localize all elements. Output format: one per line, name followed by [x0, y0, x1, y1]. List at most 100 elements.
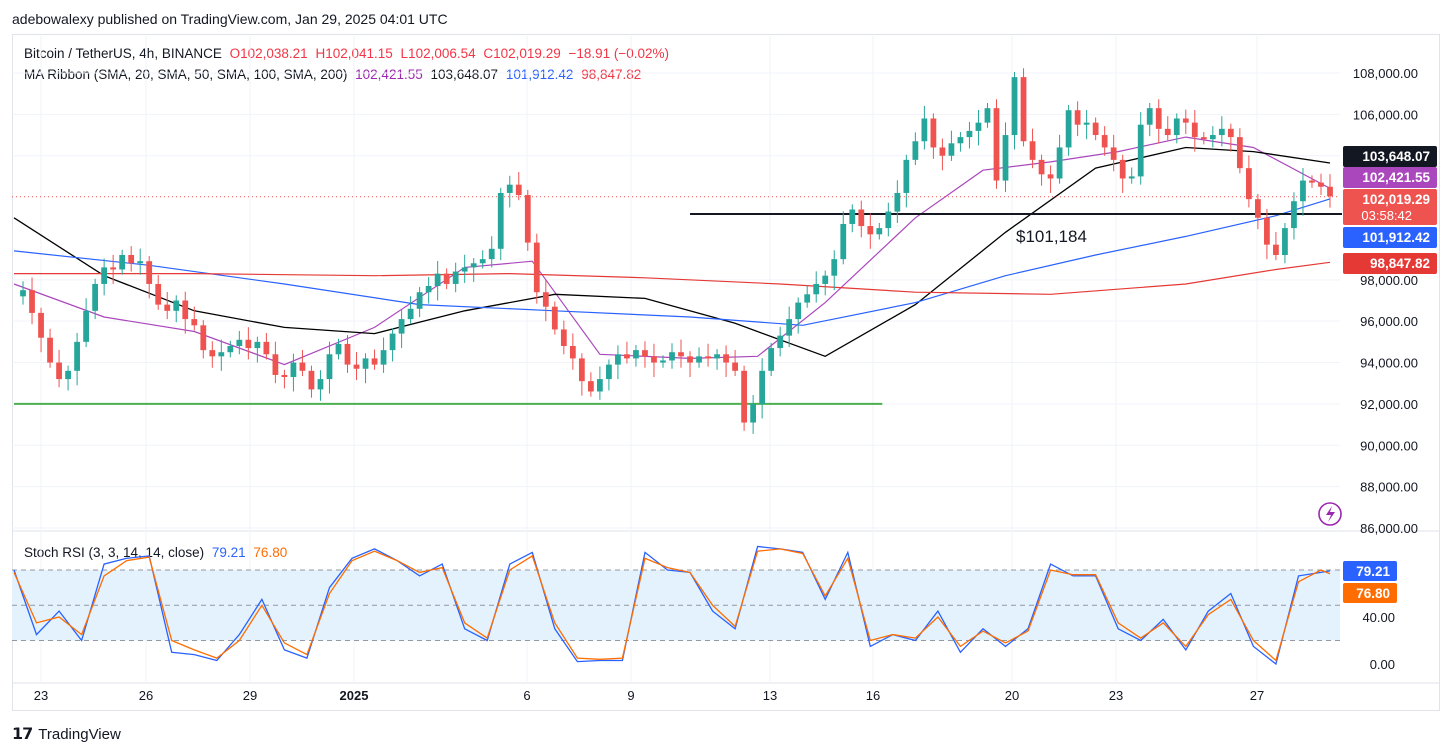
candle-body	[831, 259, 838, 276]
candle-body	[1002, 135, 1009, 181]
candle-body	[326, 354, 333, 380]
candle-body	[488, 248, 495, 260]
price-tick-label: 92,000.00	[1360, 397, 1418, 412]
ma200-price-tag[interactable]: 98,847.82	[1343, 253, 1437, 274]
stoch-d-line	[13, 548, 1331, 662]
candle-body	[669, 352, 675, 361]
candle-body	[858, 209, 865, 227]
stoch-tag-text: 79.21	[1356, 564, 1390, 579]
tradingview-logo[interactable]: 𝟭𝟳 TradingView	[12, 724, 121, 744]
chart-frame	[12, 34, 1440, 711]
time-tick-label: 6	[523, 688, 530, 703]
candle-body	[912, 141, 919, 160]
stoch-tag-bg	[1343, 561, 1397, 581]
candle-body	[380, 350, 387, 365]
candle-body	[651, 356, 657, 363]
candle-body	[416, 292, 423, 309]
ma50-value: 103,648.07	[430, 67, 499, 82]
candle-body	[732, 362, 738, 371]
price-tick-label: 86,000.00	[1360, 521, 1418, 536]
candle-body	[624, 354, 630, 359]
candle-body	[128, 255, 135, 264]
candle-body	[371, 358, 378, 365]
candle-body	[867, 226, 874, 235]
candle-body	[200, 325, 207, 351]
candle-body	[957, 137, 964, 144]
ma50-price-tag[interactable]: 103,648.07	[1343, 146, 1437, 167]
candle-body	[1020, 77, 1027, 142]
candle-body	[218, 352, 225, 357]
candle-body	[110, 267, 117, 270]
symbol-name[interactable]: Bitcoin / TetherUS, 4h, BINANCE	[24, 46, 222, 61]
candle-body	[939, 147, 946, 156]
candle-body	[1038, 159, 1045, 175]
candle-body	[497, 192, 504, 249]
candle-body	[795, 302, 802, 320]
price-tag-bg	[1343, 227, 1437, 248]
ma100-line	[13, 198, 1331, 326]
candle-body	[633, 350, 639, 359]
candle-body	[1056, 147, 1063, 179]
stoch-legend: Stoch RSI (3, 3, 14, 14, close) 79.21 76…	[24, 545, 291, 560]
candle-body	[407, 308, 414, 320]
time-tick-label: 9	[627, 688, 634, 703]
time-tick-label: 27	[1250, 688, 1264, 703]
candle-body	[551, 306, 558, 330]
stoch-k-value: 79.21	[211, 545, 246, 560]
replay-icon[interactable]	[1318, 502, 1342, 526]
candle-body	[1155, 108, 1162, 129]
candle-body	[524, 195, 531, 243]
candle-body	[1255, 199, 1261, 218]
candle-body	[317, 379, 324, 390]
candle-body	[768, 348, 775, 371]
candle-body	[20, 290, 26, 297]
candle-body	[1083, 122, 1090, 125]
price-tick-label: 96,000.00	[1360, 314, 1418, 329]
time-tick-label: 23	[34, 688, 48, 703]
candle-body	[1164, 128, 1171, 136]
candle-body	[191, 319, 198, 326]
candles	[20, 68, 1333, 434]
time-tick-label: 2025	[340, 688, 369, 703]
candle-body	[759, 370, 766, 404]
time-tick-label: 13	[763, 688, 777, 703]
ma20-price-tag[interactable]: 102,421.55	[1343, 167, 1437, 188]
candle-body	[1291, 201, 1297, 229]
candle-body	[615, 354, 621, 365]
price-tag-text: 103,648.07	[1362, 149, 1430, 164]
price-tag-text: 101,912.42	[1362, 230, 1430, 245]
candle-body	[1065, 110, 1072, 148]
candle-body	[1273, 244, 1279, 255]
time-tick-label: 23	[1109, 688, 1123, 703]
candle-body	[362, 358, 369, 369]
candle-body	[83, 310, 89, 342]
candle-body	[335, 343, 342, 355]
stoch-d-tag[interactable]: 76.80	[1343, 583, 1397, 603]
candle-body	[723, 354, 729, 363]
candle-body	[254, 341, 261, 349]
candle-body	[533, 242, 540, 293]
stoch-k-tag[interactable]: 79.21	[1343, 561, 1397, 581]
candle-body	[696, 356, 702, 363]
stoch-label[interactable]: Stoch RSI (3, 3, 14, 14, close)	[24, 545, 205, 560]
candle-body	[245, 339, 252, 349]
candle-body	[1209, 135, 1216, 140]
candle-body	[38, 312, 44, 338]
candle-body	[344, 343, 351, 365]
ma-label[interactable]: MA Ribbon (SMA, 20, SMA, 50, SMA, 100, S…	[24, 67, 348, 82]
stoch-tag-bg	[1343, 583, 1397, 603]
ma100-price-tag[interactable]: 101,912.42	[1343, 227, 1437, 248]
candle-body	[101, 267, 108, 284]
candle-body	[1191, 122, 1198, 138]
candle-body	[975, 122, 982, 131]
price-axis-labels: 108,000.00106,000.00104,000.0098,000.009…	[1353, 66, 1418, 672]
candle-body	[425, 286, 432, 293]
stoch-band	[12, 569, 1340, 641]
candle-body	[948, 143, 955, 156]
candle-body	[1128, 176, 1135, 179]
ma50-line	[13, 146, 1331, 358]
candle-body	[687, 356, 693, 363]
